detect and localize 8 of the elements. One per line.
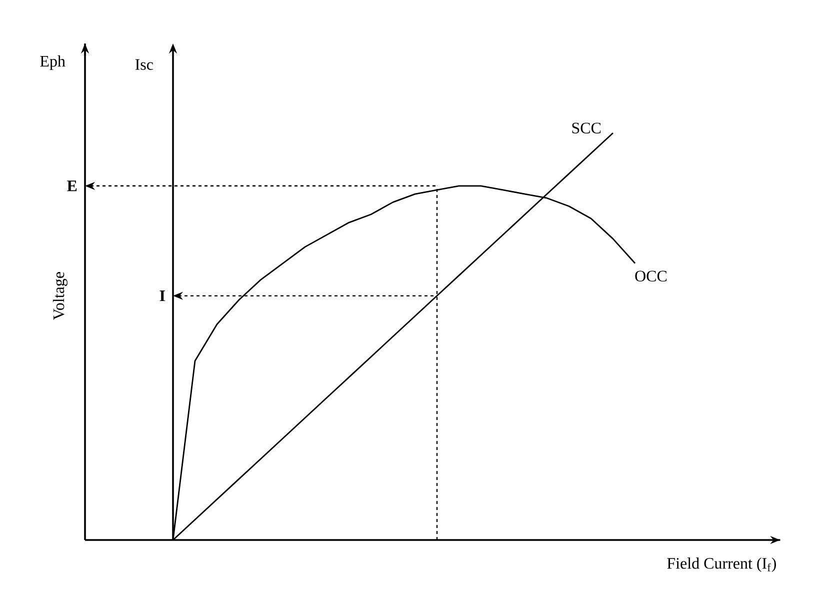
x-axis-title: Field Current (I$_{f}$) [667,558,776,572]
text: Eph [40,55,66,70]
ref-line-label: E [67,180,77,192]
y-axis-title: Voltage [52,272,68,320]
ref-line-label: I [160,290,165,302]
series-label: OCC [635,270,667,282]
series-label: SCC [572,122,601,134]
text: Isc [135,59,153,70]
